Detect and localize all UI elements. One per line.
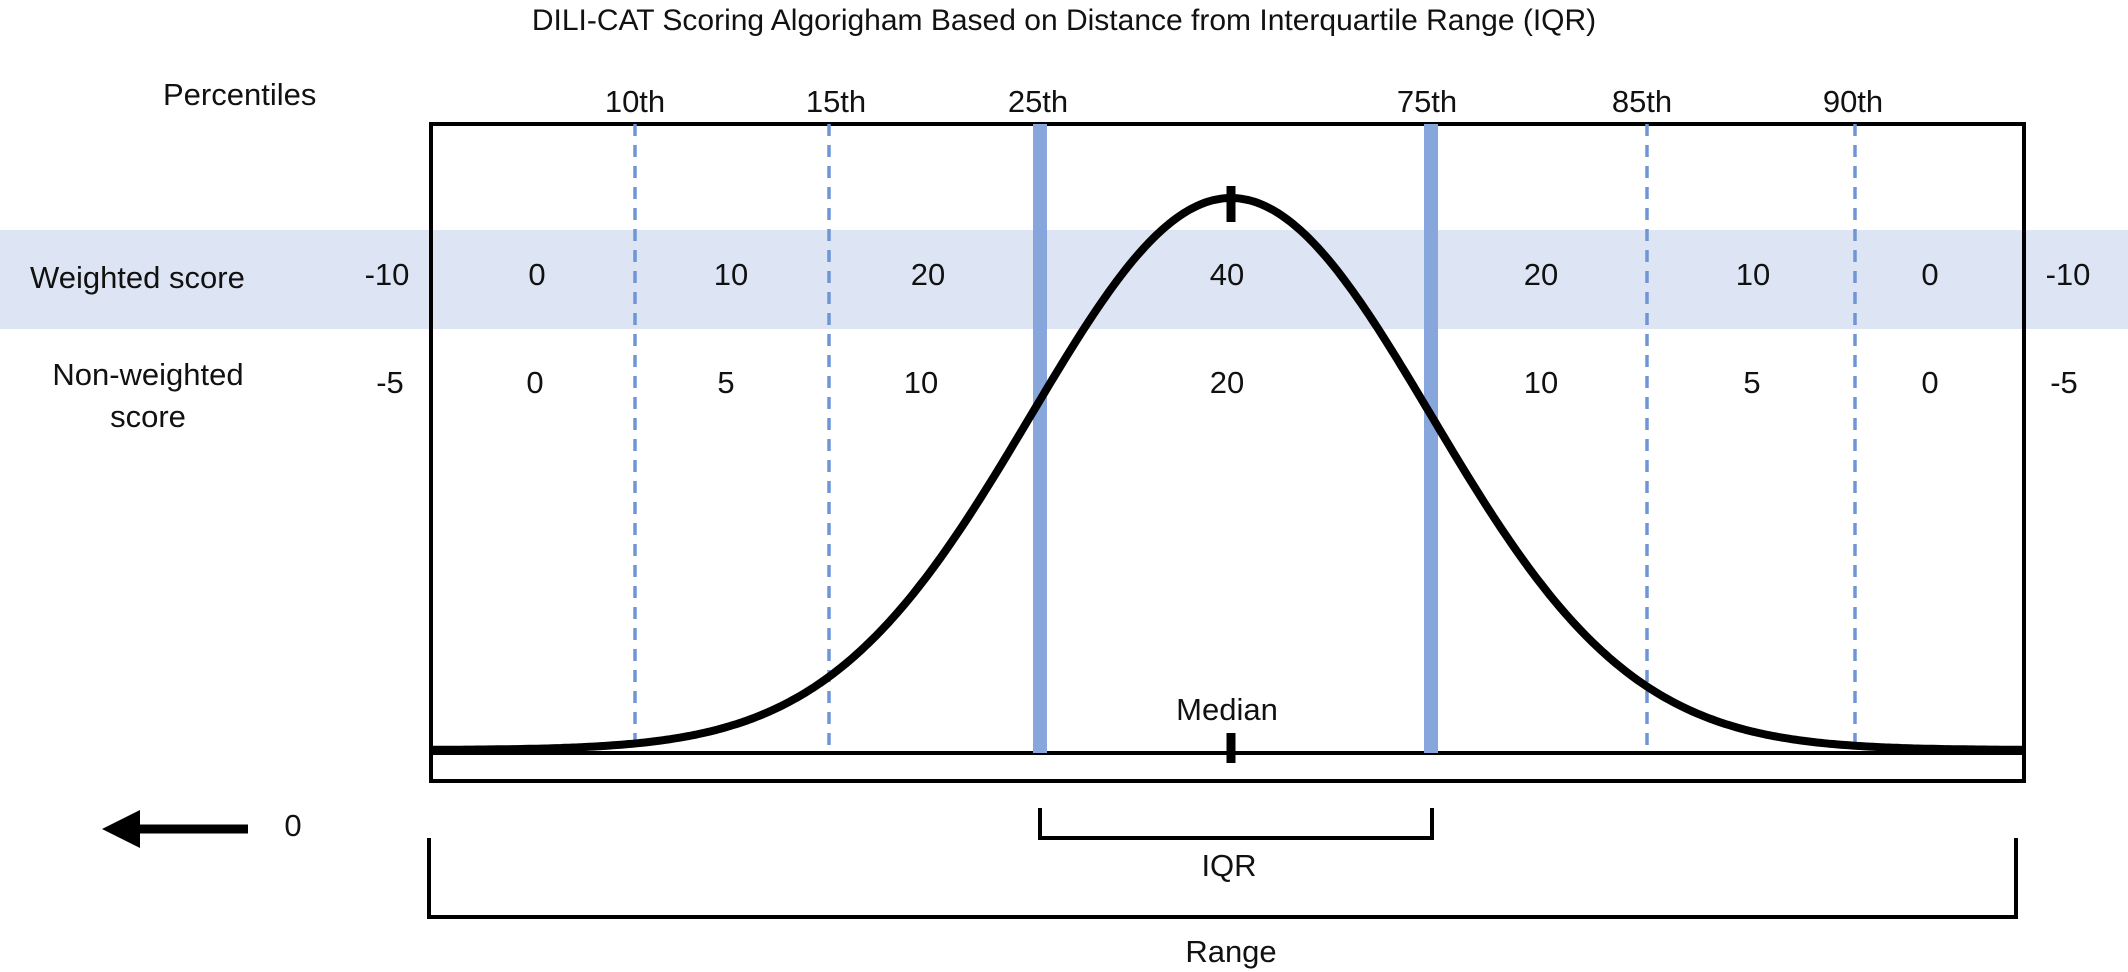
weighted-score-value: 0 (528, 257, 545, 292)
diagram-title: DILI-CAT Scoring Algorigham Based on Dis… (532, 4, 1596, 37)
percentiles-label: Percentiles (163, 77, 316, 112)
percentile-label: 85th (1612, 84, 1672, 119)
zero-label: 0 (284, 808, 301, 843)
weighted-score-value: -10 (365, 257, 410, 292)
non-weighted-score-value: 5 (717, 365, 734, 400)
non-weighted-score-value: 5 (1743, 365, 1760, 400)
weighted-score-band (0, 230, 2128, 329)
percentile-label: 15th (806, 84, 866, 119)
percentile-label: 10th (605, 84, 665, 119)
non-weighted-score-value: 20 (1210, 365, 1244, 400)
weighted-score-value: 40 (1210, 257, 1244, 292)
left-arrow-icon (102, 810, 248, 848)
non-weighted-score-value: -5 (2050, 365, 2078, 400)
non-weighted-score-value: 10 (904, 365, 938, 400)
non-weighted-scores: -5 0 5 10 20 10 5 0 -5 (376, 365, 2078, 400)
median-label: Median (1176, 692, 1278, 727)
weighted-score-value: 10 (1736, 257, 1770, 292)
range-bracket (427, 838, 2018, 919)
weighted-score-value: 10 (714, 257, 748, 292)
non-weighted-score-value: 10 (1524, 365, 1558, 400)
weighted-score-label: Weighted score (30, 260, 245, 295)
weighted-scores: -10 0 10 20 40 20 10 0 -10 (365, 257, 2091, 292)
percentile-label: 25th (1008, 84, 1068, 119)
weighted-score-value: 20 (911, 257, 945, 292)
weighted-score-value: 0 (1921, 257, 1938, 292)
non-weighted-score-value: 0 (1921, 365, 1938, 400)
non-weighted-score-label-line1: Non-weighted (52, 357, 243, 392)
iqr-label: IQR (1201, 848, 1256, 883)
non-weighted-score-value: -5 (376, 365, 404, 400)
percentile-label: 90th (1823, 84, 1883, 119)
percentile-labels: 10th 15th 25th 75th 85th 90th (605, 84, 1883, 119)
distribution-box (429, 122, 2026, 783)
non-weighted-score-value: 0 (526, 365, 543, 400)
weighted-score-value: -10 (2046, 257, 2091, 292)
weighted-score-value: 20 (1524, 257, 1558, 292)
non-weighted-score-label-line2: score (110, 399, 186, 434)
range-label: Range (1185, 934, 1276, 969)
percentile-label: 75th (1397, 84, 1457, 119)
iqr-bracket (1038, 808, 1434, 840)
percentile-lines (633, 124, 1857, 753)
